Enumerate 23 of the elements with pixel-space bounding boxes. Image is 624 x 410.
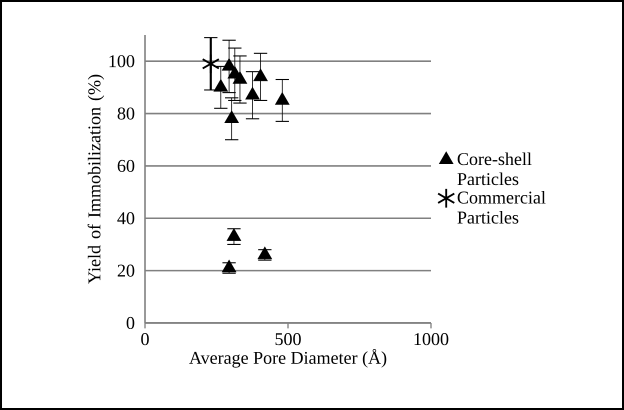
point <box>245 86 260 100</box>
y-tick-label: 20 <box>118 264 134 277</box>
y-tick-label: 60 <box>118 160 134 172</box>
y-tick-label: 0 <box>126 316 134 330</box>
y-tick-label: 80 <box>118 107 134 120</box>
point <box>232 71 248 84</box>
y-axis-title: Yield of Immobilization (%) <box>88 74 104 284</box>
x-tick-label: 1000 <box>414 333 448 346</box>
point <box>214 79 228 92</box>
y-tick-label: 40 <box>117 212 134 224</box>
legend-label: Core-shell Particles <box>457 152 532 186</box>
point <box>226 228 242 241</box>
y-tick-label: 100 <box>110 55 134 68</box>
legend-label: Commercial Particles <box>457 191 546 224</box>
point <box>258 246 272 260</box>
point <box>224 110 239 124</box>
point <box>275 92 290 105</box>
x-axis-title: Average Pore Diameter (Å) <box>189 349 386 368</box>
point <box>222 58 236 71</box>
point <box>222 260 236 272</box>
x-tick-label: 500 <box>276 333 301 346</box>
x-tick-label: 0 <box>141 333 149 346</box>
point <box>253 68 268 82</box>
